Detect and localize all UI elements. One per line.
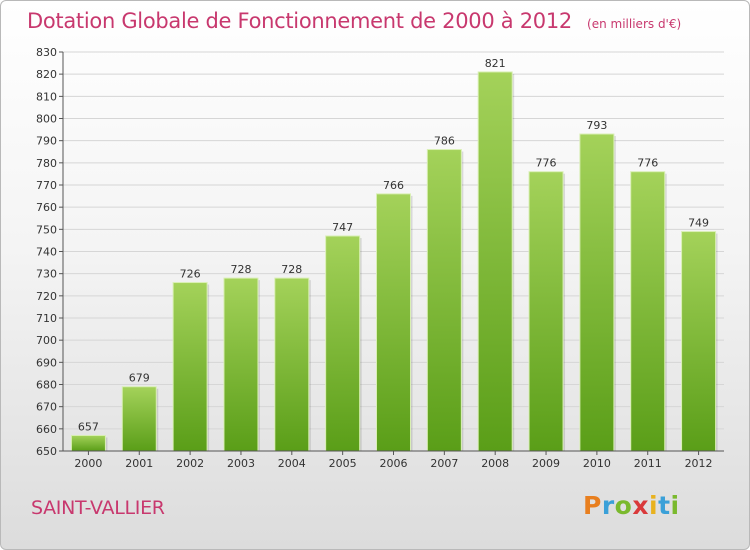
x-tick-label: 2001 — [125, 457, 153, 470]
chart-title: Dotation Globale de Fonctionnement de 20… — [27, 9, 572, 33]
proxiti-logo: Proxiti — [583, 491, 680, 520]
bar-2006 — [376, 193, 411, 452]
title-row: Dotation Globale de Fonctionnement de 20… — [27, 9, 681, 33]
y-tick-label: 660 — [36, 423, 57, 436]
bar-2010 — [579, 133, 615, 452]
x-tick-label: 2002 — [176, 457, 204, 470]
bar-2012 — [681, 231, 717, 452]
data-label: 821 — [485, 57, 506, 70]
logo-letter: x — [632, 491, 649, 520]
bar-2000 — [70, 434, 106, 452]
y-tick-label: 720 — [36, 290, 57, 303]
data-label: 776 — [637, 157, 658, 170]
bars — [70, 71, 718, 452]
y-tick-label: 750 — [36, 223, 57, 236]
y-tick-label: 700 — [36, 334, 57, 347]
y-tick-label: 830 — [36, 46, 57, 59]
y-tick-label: 760 — [36, 201, 57, 214]
axes — [59, 51, 724, 455]
y-tick-label: 730 — [36, 268, 57, 281]
y-tick-label: 710 — [36, 312, 57, 325]
y-tick-label: 650 — [36, 445, 57, 458]
logo-letter: P — [583, 491, 602, 520]
x-tick-label: 2007 — [430, 457, 458, 470]
bar-2011 — [630, 171, 666, 452]
bar-2005 — [325, 235, 361, 452]
bar-2008 — [477, 71, 513, 452]
x-tick-label: 2012 — [685, 457, 713, 470]
data-label: 786 — [434, 135, 455, 148]
data-label: 776 — [536, 157, 557, 170]
data-label: 657 — [78, 420, 99, 433]
y-tick-label: 690 — [36, 356, 57, 369]
place-name: SAINT-VALLIER — [31, 497, 165, 519]
bar-2004 — [274, 277, 310, 452]
y-tick-label: 790 — [36, 135, 57, 148]
data-label: 747 — [332, 221, 353, 234]
y-tick-label: 740 — [36, 246, 57, 259]
x-tick-label: 2010 — [583, 457, 611, 470]
x-tick-label: 2009 — [532, 457, 560, 470]
data-label: 793 — [586, 119, 607, 132]
data-label: 728 — [281, 263, 302, 276]
x-tick-label: 2006 — [380, 457, 408, 470]
logo-letter: t — [658, 491, 671, 520]
bar-2007 — [426, 149, 462, 452]
y-tick-label: 820 — [36, 68, 57, 81]
data-label: 728 — [230, 263, 251, 276]
bar-2009 — [528, 171, 564, 452]
bar-2002 — [172, 282, 208, 452]
y-tick-label: 800 — [36, 113, 57, 126]
y-tick-label: 680 — [36, 379, 57, 392]
bar-2003 — [223, 277, 259, 452]
x-tick-label: 2008 — [481, 457, 509, 470]
x-tick-label: 2005 — [329, 457, 357, 470]
y-tick-label: 770 — [36, 179, 57, 192]
bar-2001 — [121, 386, 157, 452]
chart-subtitle: (en milliers d'€) — [587, 17, 682, 31]
y-tick-label: 780 — [36, 157, 57, 170]
logo-letter: r — [601, 491, 615, 520]
labels: 650 660 670 680 690 700 710 720 730 740 750 760 770 7… — [36, 46, 713, 470]
data-label: 766 — [383, 179, 404, 192]
x-tick-label: 2003 — [227, 457, 255, 470]
x-tick-label: 2011 — [634, 457, 662, 470]
y-tick-label: 810 — [36, 90, 57, 103]
logo-letter: i — [670, 491, 680, 520]
y-tick-label: 670 — [36, 401, 57, 414]
data-label: 749 — [688, 217, 709, 230]
data-label: 679 — [129, 372, 150, 385]
data-label: 726 — [180, 268, 201, 281]
x-tick-label: 2000 — [74, 457, 102, 470]
x-tick-label: 2004 — [278, 457, 306, 470]
logo-letter: i — [649, 491, 659, 520]
logo-letter: o — [614, 491, 633, 520]
